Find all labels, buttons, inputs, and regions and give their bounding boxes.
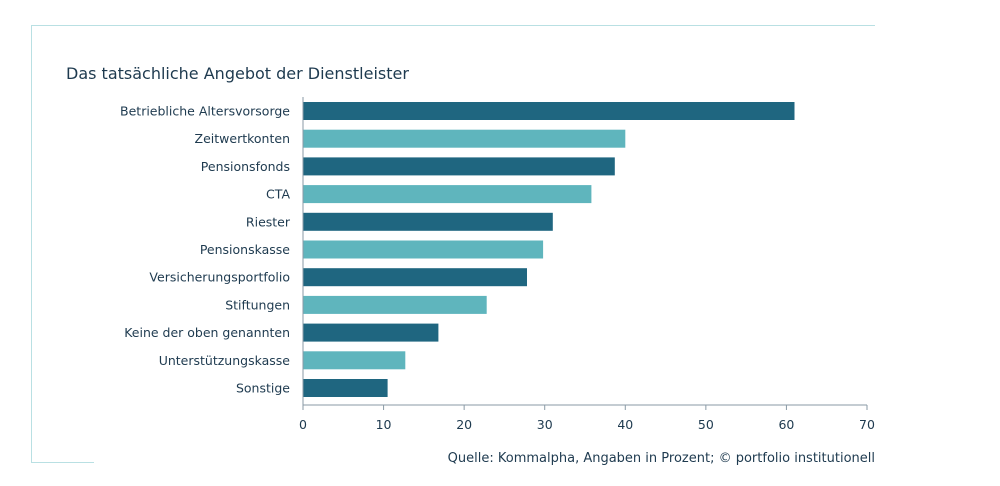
source-note: Quelle: Kommalpha, Angaben in Prozent; ©… xyxy=(447,451,875,466)
frame-bottom-border xyxy=(31,462,94,463)
category-label: Keine der oben genannten xyxy=(124,325,290,340)
bar xyxy=(303,102,795,120)
bar xyxy=(303,129,626,148)
bar xyxy=(303,295,487,314)
x-tick-label: 0 xyxy=(299,417,307,432)
x-tick-label: 50 xyxy=(698,417,714,432)
bar xyxy=(303,157,615,176)
x-tick-label: 60 xyxy=(778,417,794,432)
bar xyxy=(303,185,592,204)
x-tick-label: 30 xyxy=(537,417,553,432)
bar xyxy=(303,240,544,259)
category-label: Pensionsfonds xyxy=(201,159,290,174)
category-label: Zeitwertkonten xyxy=(195,131,290,146)
bar xyxy=(303,212,553,231)
frame-left-border xyxy=(31,25,32,463)
category-label: Pensionskasse xyxy=(200,242,290,257)
frame-top-border xyxy=(31,25,875,26)
category-label: Sonstige xyxy=(236,381,290,396)
category-label: Riester xyxy=(246,214,291,229)
x-tick-label: 10 xyxy=(376,417,392,432)
category-label: Unterstützungskasse xyxy=(159,353,291,368)
category-label: Betriebliche Altersvorsorge xyxy=(120,104,290,119)
bar xyxy=(303,268,527,287)
category-label: Stiftungen xyxy=(225,297,290,312)
category-label: Versicherungsportfolio xyxy=(149,270,290,285)
category-label: CTA xyxy=(266,187,290,202)
x-tick-label: 40 xyxy=(617,417,633,432)
bar xyxy=(303,351,406,370)
x-tick-label: 70 xyxy=(859,417,875,432)
bar xyxy=(303,379,388,397)
bar xyxy=(303,323,439,342)
x-tick-label: 20 xyxy=(456,417,472,432)
chart-title: Das tatsächliche Angebot der Dienstleist… xyxy=(66,64,409,83)
